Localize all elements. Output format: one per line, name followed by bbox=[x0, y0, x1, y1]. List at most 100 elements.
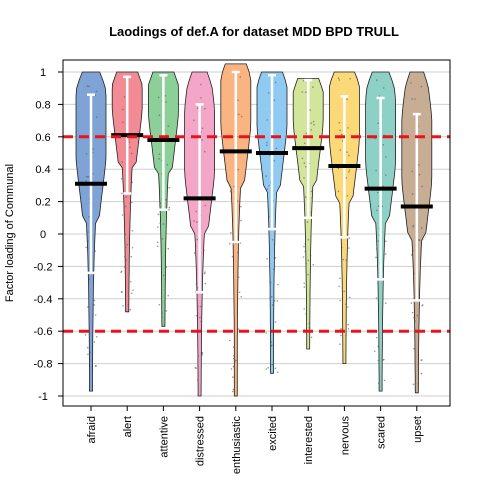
sample-point bbox=[341, 140, 344, 142]
sample-point bbox=[277, 283, 279, 286]
sample-point bbox=[121, 291, 123, 293]
sample-point bbox=[276, 371, 279, 374]
sample-point bbox=[165, 101, 167, 103]
sample-point bbox=[121, 214, 124, 216]
sample-point bbox=[275, 147, 278, 150]
sample-point bbox=[412, 224, 415, 227]
sample-point bbox=[88, 85, 90, 88]
sample-point bbox=[94, 250, 96, 252]
sample-point bbox=[274, 367, 277, 370]
sample-point bbox=[265, 332, 268, 334]
sample-point bbox=[196, 238, 199, 241]
x-tick-label: nervous bbox=[339, 416, 351, 456]
sample-point bbox=[233, 365, 235, 368]
sample-point bbox=[383, 379, 386, 382]
sample-point bbox=[120, 271, 122, 274]
sample-point bbox=[86, 85, 89, 87]
sample-point bbox=[345, 259, 348, 262]
violin-scared bbox=[364, 71, 397, 392]
sample-point bbox=[240, 219, 242, 222]
sample-point bbox=[203, 272, 206, 275]
sample-point bbox=[272, 268, 275, 271]
sample-point bbox=[124, 205, 127, 208]
sample-point bbox=[85, 153, 88, 155]
sample-point bbox=[271, 239, 274, 241]
sample-point bbox=[161, 316, 163, 319]
sample-point bbox=[93, 299, 96, 302]
violin-interested bbox=[292, 78, 325, 350]
sample-point bbox=[377, 345, 380, 348]
sample-point bbox=[164, 95, 167, 97]
sample-point bbox=[340, 246, 343, 249]
sample-point bbox=[413, 347, 415, 350]
sample-point bbox=[273, 99, 276, 102]
x-tick-label: attentive bbox=[158, 416, 170, 458]
sample-point bbox=[349, 77, 352, 80]
sample-point bbox=[237, 136, 239, 138]
sample-point bbox=[376, 336, 378, 339]
sample-point bbox=[412, 250, 414, 252]
sample-point bbox=[121, 192, 123, 195]
sample-point bbox=[130, 152, 133, 155]
sample-point bbox=[124, 309, 127, 311]
sample-point bbox=[307, 239, 310, 241]
violin-afraid bbox=[75, 71, 107, 392]
sample-point bbox=[410, 254, 413, 256]
sample-point bbox=[85, 246, 87, 249]
sample-point bbox=[306, 221, 309, 223]
sample-point bbox=[168, 206, 171, 209]
sample-point bbox=[125, 259, 127, 262]
sample-point bbox=[161, 312, 163, 315]
sample-point bbox=[165, 266, 168, 268]
sample-point bbox=[305, 132, 308, 135]
sample-point bbox=[310, 211, 313, 214]
violin-nervous bbox=[328, 71, 361, 364]
sample-point bbox=[339, 299, 341, 302]
sample-point bbox=[420, 372, 423, 375]
sample-point bbox=[239, 76, 242, 78]
x-tick-label: enthusiastic bbox=[231, 416, 243, 475]
sample-point bbox=[375, 256, 377, 259]
x-tick-label: upset bbox=[412, 416, 424, 443]
sample-point bbox=[421, 359, 423, 361]
sample-point bbox=[301, 157, 304, 160]
sample-point bbox=[89, 375, 91, 377]
sample-point bbox=[200, 97, 202, 99]
sample-point bbox=[312, 263, 315, 266]
sample-point bbox=[377, 122, 379, 124]
sample-point bbox=[238, 113, 240, 116]
sample-point bbox=[130, 201, 133, 204]
sample-point bbox=[87, 353, 89, 356]
sample-point bbox=[303, 286, 306, 288]
sample-point bbox=[96, 336, 98, 338]
sample-point bbox=[95, 116, 98, 118]
sample-point bbox=[273, 300, 276, 302]
sample-point bbox=[337, 167, 340, 170]
sample-point bbox=[310, 336, 313, 339]
sample-point bbox=[267, 92, 270, 94]
sample-point bbox=[302, 80, 305, 82]
sample-point bbox=[381, 205, 384, 208]
sample-point bbox=[129, 281, 132, 283]
sample-point bbox=[374, 350, 376, 353]
sample-point bbox=[418, 173, 421, 176]
y-tick-label: -0.8 bbox=[34, 359, 53, 371]
sample-point bbox=[311, 197, 313, 199]
sample-point bbox=[337, 77, 340, 79]
sample-point bbox=[377, 205, 380, 207]
sample-point bbox=[416, 314, 419, 317]
sample-point bbox=[266, 119, 268, 121]
sample-point bbox=[93, 304, 95, 306]
y-tick-label: -0.2 bbox=[34, 261, 53, 273]
sample-point bbox=[276, 300, 279, 302]
sample-point bbox=[229, 339, 231, 342]
sample-point bbox=[347, 127, 349, 129]
y-tick-label: -1 bbox=[38, 391, 48, 403]
sample-point bbox=[85, 180, 87, 183]
sample-point bbox=[201, 352, 203, 355]
sample-point bbox=[385, 240, 387, 242]
sample-point bbox=[421, 238, 424, 241]
sample-point bbox=[128, 139, 130, 141]
sample-point bbox=[157, 213, 160, 216]
sample-point bbox=[203, 150, 206, 153]
